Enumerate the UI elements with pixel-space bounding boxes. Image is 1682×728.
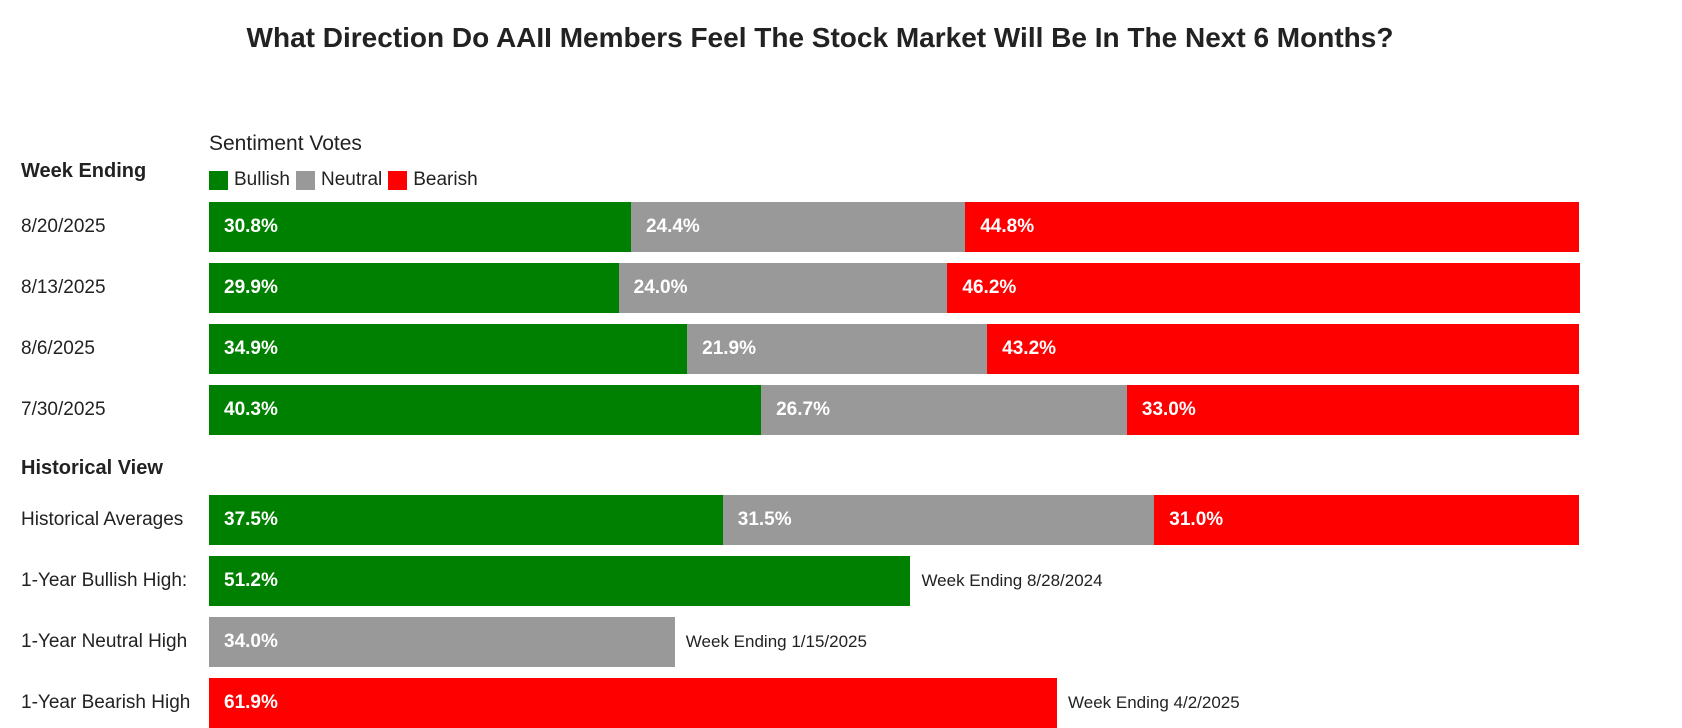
data-label-bullish-week-7-30-2025: 40.3% [224,399,278,420]
bar-bullish-week-8-20-2025: 30.8% [209,202,631,252]
bar-bullish-week-8-6-2025: 34.9% [209,324,688,374]
bar-bearish-week-8-20-2025: 44.8% [965,202,1579,252]
historical-view-heading: Historical View [21,457,163,479]
legend-swatch-bullish [209,170,228,190]
week-label-7-30-2025: 7/30/2025 [21,399,106,420]
data-label-bearish-week-8-20-2025: 44.8% [980,216,1035,237]
hist-label-1-year-bullish-high: 1-Year Bullish High: [21,570,188,591]
bar-neutral-week-8-20-2025: 24.4% [630,202,966,252]
data-label-bullish-hist-historical-averages: 37.5% [224,509,278,530]
legend-item-bearish: Bearish [388,169,478,191]
week-ending-heading: Week Ending [21,160,147,182]
legend-item-neutral: Neutral [295,169,383,191]
data-label-neutral-week-8-6-2025: 21.9% [702,338,756,359]
hist-label-historical-averages: Historical Averages [21,509,184,530]
bar-bullish-hist-historical-averages: 37.5% [209,495,723,545]
legend-swatch-bearish [388,170,408,190]
week-label-8-13-2025: 8/13/2025 [21,277,106,298]
bar-bearish-week-8-6-2025: 43.2% [987,324,1579,374]
bar-neutral-week-8-6-2025: 21.9% [687,324,988,374]
data-label-bullish-week-8-6-2025: 34.9% [224,338,278,359]
data-label-neutral-week-7-30-2025: 26.7% [776,399,830,420]
data-label-neutral-week-8-20-2025: 24.4% [645,216,700,237]
legend-label-neutral: Neutral [320,169,383,190]
note-hist-1-year-neutral-high: Week Ending 1/15/2025 [685,632,867,651]
bar-neutral-hist-1-year-neutral-high: 34.0% [209,617,675,667]
data-label-bearish-hist-historical-averages: 31.0% [1169,509,1224,530]
legend-swatch-neutral [295,170,315,190]
data-label-bullish-week-8-20-2025: 30.8% [224,216,278,237]
note-hist-1-year-bullish-high: Week Ending 8/28/2024 [921,571,1103,590]
bar-bearish-week-8-13-2025: 46.2% [947,263,1581,313]
data-label-bullish-hist-1-year-bullish-high: 51.2% [224,570,278,591]
data-label-neutral-hist-1-year-neutral-high: 34.0% [224,631,278,652]
week-label-8-20-2025: 8/20/2025 [21,216,106,237]
data-label-neutral-hist-historical-averages: 31.5% [737,509,792,530]
legend-title: Sentiment Votes [209,132,362,155]
note-hist-1-year-bearish-high: Week Ending 4/2/2025 [1068,693,1240,712]
bar-bearish-week-7-30-2025: 33.0% [1126,385,1579,435]
bar-bullish-week-8-13-2025: 29.9% [209,263,619,313]
bar-bullish-hist-1-year-bullish-high: 51.2% [209,556,911,606]
data-label-neutral-week-8-13-2025: 24.0% [633,277,688,298]
data-label-bearish-hist-1-year-bearish-high: 61.9% [224,692,278,713]
bar-bullish-week-7-30-2025: 40.3% [209,385,762,435]
bar-neutral-week-8-13-2025: 24.0% [618,263,948,313]
data-label-bearish-week-8-6-2025: 43.2% [1002,338,1057,359]
bar-neutral-hist-historical-averages: 31.5% [722,495,1155,545]
legend: Bullish Neutral Bearish [209,169,484,191]
legend-item-bullish: Bullish [209,169,290,191]
data-label-bearish-week-8-13-2025: 46.2% [962,277,1017,298]
bar-bearish-hist-historical-averages: 31.0% [1154,495,1579,545]
legend-label-bullish: Bullish [234,169,290,190]
legend-label-bearish: Bearish [413,169,478,190]
week-label-8-6-2025: 8/6/2025 [21,338,95,359]
bar-bearish-hist-1-year-bearish-high: 61.9% [209,678,1058,728]
hist-label-1-year-bearish-high: 1-Year Bearish High [21,692,191,713]
data-label-bullish-week-8-13-2025: 29.9% [224,277,278,298]
chart-title: What Direction Do AAII Members Feel The … [246,22,1394,53]
bar-neutral-week-7-30-2025: 26.7% [761,385,1127,435]
data-label-bearish-week-7-30-2025: 33.0% [1141,399,1196,420]
hist-label-1-year-neutral-high: 1-Year Neutral High [21,631,188,652]
